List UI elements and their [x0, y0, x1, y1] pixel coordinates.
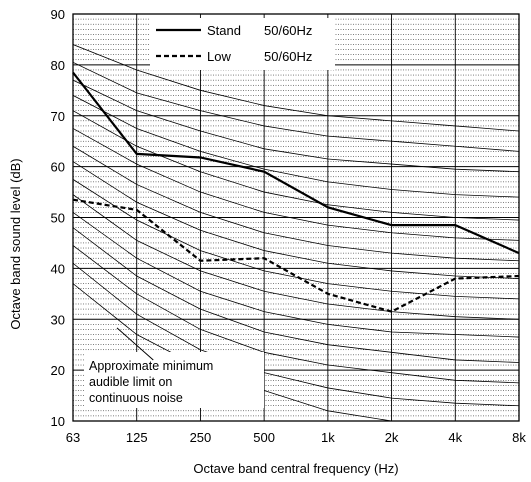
nc-curve-10 [73, 194, 519, 320]
nc-curve-8 [73, 161, 519, 279]
nc-curve-3 [73, 79, 519, 173]
y-tick-label-60: 60 [51, 160, 65, 175]
nc-curve-9 [73, 179, 519, 300]
nc-curves [73, 44, 519, 421]
annotation: Approximate minimum audible limit on con… [84, 327, 264, 408]
x-tick-label-500: 500 [253, 430, 275, 445]
nc-curve-15 [73, 283, 397, 421]
nc-curve-6 [73, 128, 519, 241]
nc-curve-13 [73, 245, 519, 384]
y-tick-label-70: 70 [51, 109, 65, 124]
x-tick-labels: 63 125 250 500 1k 2k 4k 8k [66, 430, 527, 445]
annotation-line-2: audible limit on [89, 375, 172, 389]
legend-background [150, 18, 335, 70]
x-tick-label-2k: 2k [385, 430, 399, 445]
nc-curve-14 [73, 262, 519, 407]
annotation-background [84, 352, 264, 408]
series-line-low [72, 198, 520, 313]
legend-suffix-low: 50/60Hz [264, 49, 312, 64]
plot-frame [72, 13, 520, 422]
y-axis-title: Octave band sound level (dB) [8, 158, 23, 329]
nc-curve-11 [73, 212, 519, 338]
nc-curve-7 [73, 145, 519, 262]
y-tick-label-10: 10 [51, 414, 65, 429]
legend-label-stand: Stand [207, 23, 241, 38]
annotation-line-3: continuous noise [89, 391, 183, 405]
x-tick-label-63: 63 [66, 430, 80, 445]
legend: Stand 50/60Hz Low 50/60Hz [150, 18, 335, 70]
annotation-line-1: Approximate minimum [89, 359, 213, 373]
y-tick-label-90: 90 [51, 7, 65, 22]
nc-curve-12 [73, 227, 519, 363]
x-tick-label-1k: 1k [321, 430, 335, 445]
y-tick-label-20: 20 [51, 363, 65, 378]
y-tick-label-50: 50 [51, 211, 65, 226]
x-tick-label-250: 250 [190, 430, 212, 445]
y-tick-label-30: 30 [51, 312, 65, 327]
y-tick-label-40: 40 [51, 261, 65, 276]
x-axis-title: Octave band central frequency (Hz) [193, 461, 398, 476]
x-tick-label-4k: 4k [448, 430, 462, 445]
series-line-stand [72, 71, 520, 255]
legend-label-low: Low [207, 49, 231, 64]
y-tick-label-80: 80 [51, 58, 65, 73]
legend-suffix-stand: 50/60Hz [264, 23, 312, 38]
nc-curve-5 [73, 110, 519, 221]
series-lines [72, 71, 520, 313]
nc-curve-4 [73, 95, 519, 198]
x-tick-label-8k: 8k [512, 430, 526, 445]
annotation-pointer [116, 327, 154, 361]
nc-curve-2 [73, 61, 519, 152]
nc-curve-1 [73, 44, 519, 132]
y-tick-labels: 10 20 30 40 50 60 70 80 90 [51, 7, 65, 429]
x-tick-label-125: 125 [126, 430, 148, 445]
